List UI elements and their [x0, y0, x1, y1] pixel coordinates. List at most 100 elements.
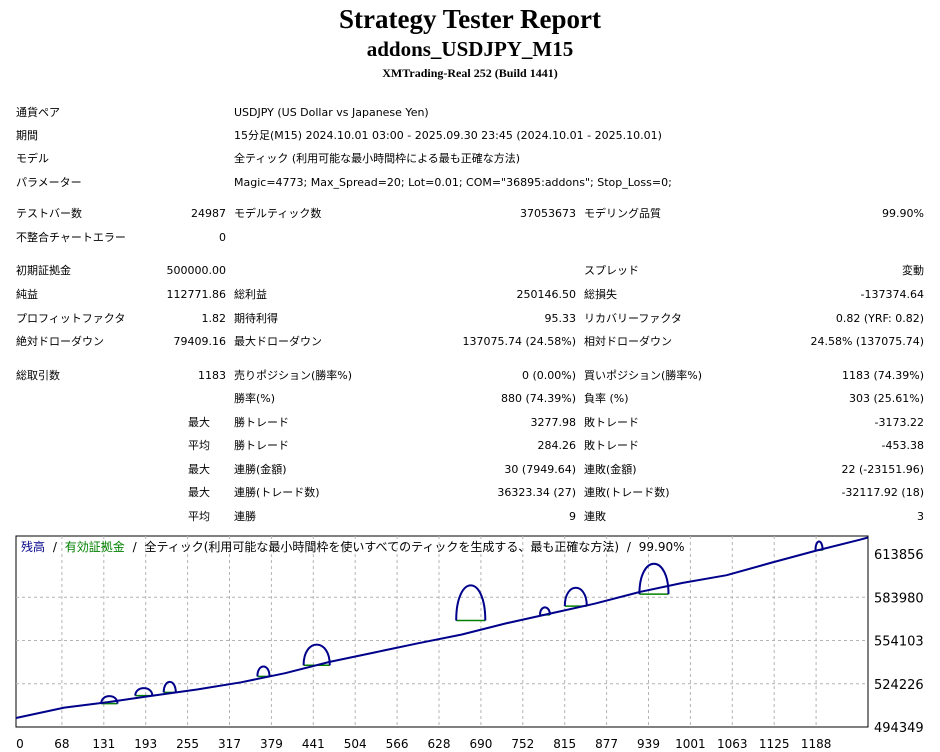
avg-consec-win-value: 9 — [569, 510, 576, 523]
symbol-value: USDJPY (US Dollar vs Japanese Yen) — [234, 106, 429, 119]
y-tick-label: 494349 — [874, 721, 924, 736]
max-dd-value: 137075.74 (24.58%) — [462, 335, 576, 348]
trades-avg-consec-row: 平均 連勝 9 連敗 3 — [0, 508, 940, 526]
server-build: XMTrading-Real 252 (Build 1441) — [382, 66, 558, 80]
legend-description: 全ティック(利用可能な最小時間枠を使いすべてのティックを生成する、最も正確な方法… — [144, 539, 619, 554]
info-period-row: 期間 15分足(M15) 2024.10.01 03:00 - 2025.09.… — [0, 127, 940, 145]
win-value: 880 (74.39%) — [500, 392, 576, 405]
consec-win-count-label: 連勝(トレード数) — [234, 486, 320, 499]
legend-equity: 有効証拠金 — [65, 539, 125, 554]
x-tick-label: 1001 — [675, 737, 706, 751]
loss-label: 負率 (%) — [584, 392, 629, 405]
recovery-value: 0.82 (YRF: 0.82) — [835, 312, 924, 325]
chart-grid — [16, 536, 868, 727]
avg-consec-win-label: 連勝 — [234, 510, 256, 523]
x-tick-label: 690 — [469, 737, 492, 751]
period-value: 15分足(M15) 2024.10.01 03:00 - 2025.09.30 … — [234, 129, 662, 142]
equity-hump — [563, 587, 588, 607]
trades-avg-row: 平均 勝トレード 284.26 敗トレード -453.38 — [0, 437, 940, 455]
x-tick-label: 317 — [218, 737, 241, 751]
max-word: 最大 — [188, 416, 210, 429]
x-tick-label: 193 — [134, 737, 157, 751]
stats-net-row: 純益 112771.86 総利益 250146.50 総損失 -137374.6… — [0, 286, 940, 304]
x-tick-label: 1125 — [759, 737, 790, 751]
trades-winrate-row: 勝率(%) 880 (74.39%) 負率 (%) 303 (25.61%) — [0, 390, 940, 408]
x-tick-label: 131 — [92, 737, 115, 751]
gross-loss-label: 総損失 — [584, 288, 617, 301]
deposit-label: 初期証拠金 — [16, 264, 71, 277]
avg-loss-label: 敗トレード — [584, 439, 639, 452]
spread-label: スプレッド — [584, 264, 639, 277]
total-trades-value: 1183 — [198, 369, 226, 382]
period-label: 期間 — [16, 129, 38, 142]
max-win-value: 3277.98 — [530, 416, 577, 429]
trades-consec-count-row: 最大 連勝(トレード数) 36323.34 (27) 連敗(トレード数) -32… — [0, 484, 940, 502]
avg-word: 平均 — [188, 510, 210, 523]
stats-deposit-row: 初期証拠金 500000.00 スプレッド 変動 — [0, 262, 940, 280]
plot-area — [15, 535, 869, 728]
consec-loss-money-value: 22 (-23151.96) — [841, 463, 924, 476]
info-model-row: モデル 全ティック (利用可能な最小時間枠による最も正確な方法) — [0, 150, 940, 168]
y-tick-label: 554103 — [874, 635, 924, 650]
x-tick-label: 1188 — [801, 737, 832, 751]
ticks-value: 37053673 — [520, 207, 576, 220]
stats-pf-row: プロフィットファクタ 1.82 期待利得 95.33 リカバリーファクタ 0.8… — [0, 310, 940, 328]
consec-win-count-value: 36323.34 (27) — [497, 486, 576, 499]
x-tick-label: 752 — [511, 737, 534, 751]
equity-hump — [814, 540, 824, 551]
max-loss-value: -3173.22 — [874, 416, 924, 429]
info-params-row: パラメーター Magic=4773; Max_Spread=20; Lot=0.… — [0, 174, 940, 192]
info-symbol-row: 通貨ペア USDJPY (US Dollar vs Japanese Yen) — [0, 104, 940, 122]
avg-consec-loss-label: 連敗 — [584, 510, 606, 523]
mismatch-value: 0 — [219, 231, 226, 244]
model-label: モデル — [16, 152, 49, 165]
equity-hump — [134, 687, 154, 696]
trades-max-row: 最大 勝トレード 3277.98 敗トレード -3173.22 — [0, 414, 940, 432]
avg-consec-loss-value: 3 — [917, 510, 924, 523]
avg-loss-value: -453.38 — [881, 439, 924, 452]
loss-value: 303 (25.61%) — [848, 392, 924, 405]
consec-loss-count-label: 連敗(トレード数) — [584, 486, 670, 499]
y-tick-label: 613856 — [874, 548, 924, 563]
max-loss-label: 敗トレード — [584, 416, 639, 429]
legend-balance: 残高 — [21, 539, 45, 554]
recovery-label: リカバリーファクタ — [584, 312, 682, 325]
quality-value: 99.90% — [882, 207, 924, 220]
gross-profit-label: 総利益 — [234, 288, 267, 301]
equity-hump — [638, 563, 670, 595]
equity-hump — [455, 584, 487, 621]
consec-win-money-label: 連勝(金額) — [234, 463, 287, 476]
total-trades-label: 総取引数 — [16, 369, 60, 382]
short-label: 売りポジション(勝率%) — [234, 369, 353, 382]
quality-label: モデリング品質 — [584, 207, 661, 220]
expected-value: 95.33 — [544, 312, 577, 325]
expected-label: 期待利得 — [234, 312, 278, 325]
x-tick-label: 628 — [428, 737, 451, 751]
legend-sep-2: / — [133, 540, 138, 554]
avg-win-label: 勝トレード — [234, 439, 289, 452]
x-tick-label: 1063 — [717, 737, 748, 751]
spread-value: 変動 — [902, 264, 924, 277]
x-tick-label: 566 — [386, 737, 409, 751]
test-bars-row: テストバー数 24987 モデルティック数 37053673 モデリング品質 9… — [0, 205, 940, 223]
abs-dd-label: 絶対ドローダウン — [16, 335, 104, 348]
long-value: 1183 (74.39%) — [841, 369, 924, 382]
rel-dd-label: 相対ドローダウン — [584, 335, 672, 348]
x-tick-label: 441 — [302, 737, 325, 751]
params-value: Magic=4773; Max_Spread=20; Lot=0.01; COM… — [234, 176, 672, 189]
consec-win-money-value: 30 (7949.64) — [504, 463, 576, 476]
mismatch-label: 不整合チャートエラー — [16, 231, 126, 244]
equity-hump — [256, 665, 271, 677]
legend-quality: 99.90% — [639, 540, 685, 554]
balance-line — [15, 536, 869, 719]
legend-sep-1: / — [53, 540, 58, 554]
short-value: 0 (0.00%) — [521, 369, 576, 382]
pf-value: 1.82 — [201, 312, 227, 325]
max-win-label: 勝トレード — [234, 416, 289, 429]
x-axis-labels: 0 68 131 193 255 317 379 441 504 566 628 690 752 815 8… — [16, 737, 831, 751]
equity-hump — [162, 680, 177, 693]
ticks-label: モデルティック数 — [234, 207, 322, 220]
y-tick-label: 583980 — [874, 591, 924, 606]
x-tick-label: 68 — [54, 737, 69, 751]
avg-word: 平均 — [188, 439, 210, 452]
